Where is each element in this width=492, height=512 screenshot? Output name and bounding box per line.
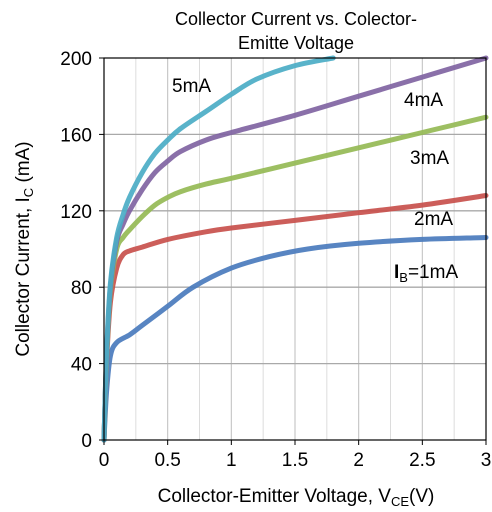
series-label-3: 3mA <box>410 148 449 169</box>
series-label-2: 2mA <box>414 209 453 230</box>
series-line-5 <box>101 55 336 443</box>
series-label-subscript: B <box>399 270 408 285</box>
y-axis-label-main: Collector Current, I <box>13 197 34 356</box>
y-axis-label-subscript: C <box>21 188 36 197</box>
series-label-prefix: I <box>394 262 399 283</box>
grid <box>104 58 486 440</box>
y-tick-label: 40 <box>71 355 92 376</box>
series-label-5: 5mA <box>172 76 211 97</box>
x-axis-ticks: 0 0.5 1 1.5 2 2.5 3 <box>99 440 492 471</box>
x-tick-label: 0 <box>99 450 110 471</box>
x-tick-label: 2 <box>353 450 364 471</box>
y-tick-label: 120 <box>60 202 92 223</box>
y-tick-label: 200 <box>60 49 92 70</box>
y-tick-label: 160 <box>60 125 92 146</box>
y-tick-label: 0 <box>81 431 92 452</box>
x-axis-label-main: Collector-Emitter Voltage, V <box>158 486 392 507</box>
series-labels: IB=1mA 2mA 3mA 4mA 5mA <box>172 76 458 285</box>
y-tick-label: 80 <box>71 278 92 299</box>
chart-title: Collector Current vs. Colector- Emitte V… <box>175 9 417 53</box>
series-line-1 <box>101 235 489 443</box>
y-axis-ticks: 0 40 80 120 160 200 <box>60 49 104 452</box>
chart-title-line-1: Collector Current vs. Colector- <box>175 9 417 29</box>
x-axis-label: Collector-Emitter Voltage, VCE(V) <box>158 486 435 509</box>
x-tick-label: 1.5 <box>282 450 308 471</box>
x-tick-label: 2.5 <box>409 450 435 471</box>
series-label-4: 4mA <box>404 90 443 111</box>
x-axis-label-unit: (V) <box>409 486 434 507</box>
x-axis-label-subscript: CE <box>391 494 409 509</box>
x-tick-label: 3 <box>481 450 492 471</box>
y-axis-label-unit: (mA) <box>13 141 34 187</box>
series-label-1: IB=1mA <box>394 262 458 285</box>
series-label-suffix: =1mA <box>408 262 458 283</box>
y-axis-label: Collector Current, IC (mA) <box>13 141 36 356</box>
x-tick-label: 1 <box>226 450 237 471</box>
x-tick-label: 0.5 <box>154 450 180 471</box>
chart-title-line-2: Emitte Voltage <box>238 33 354 53</box>
data-series <box>101 55 489 443</box>
